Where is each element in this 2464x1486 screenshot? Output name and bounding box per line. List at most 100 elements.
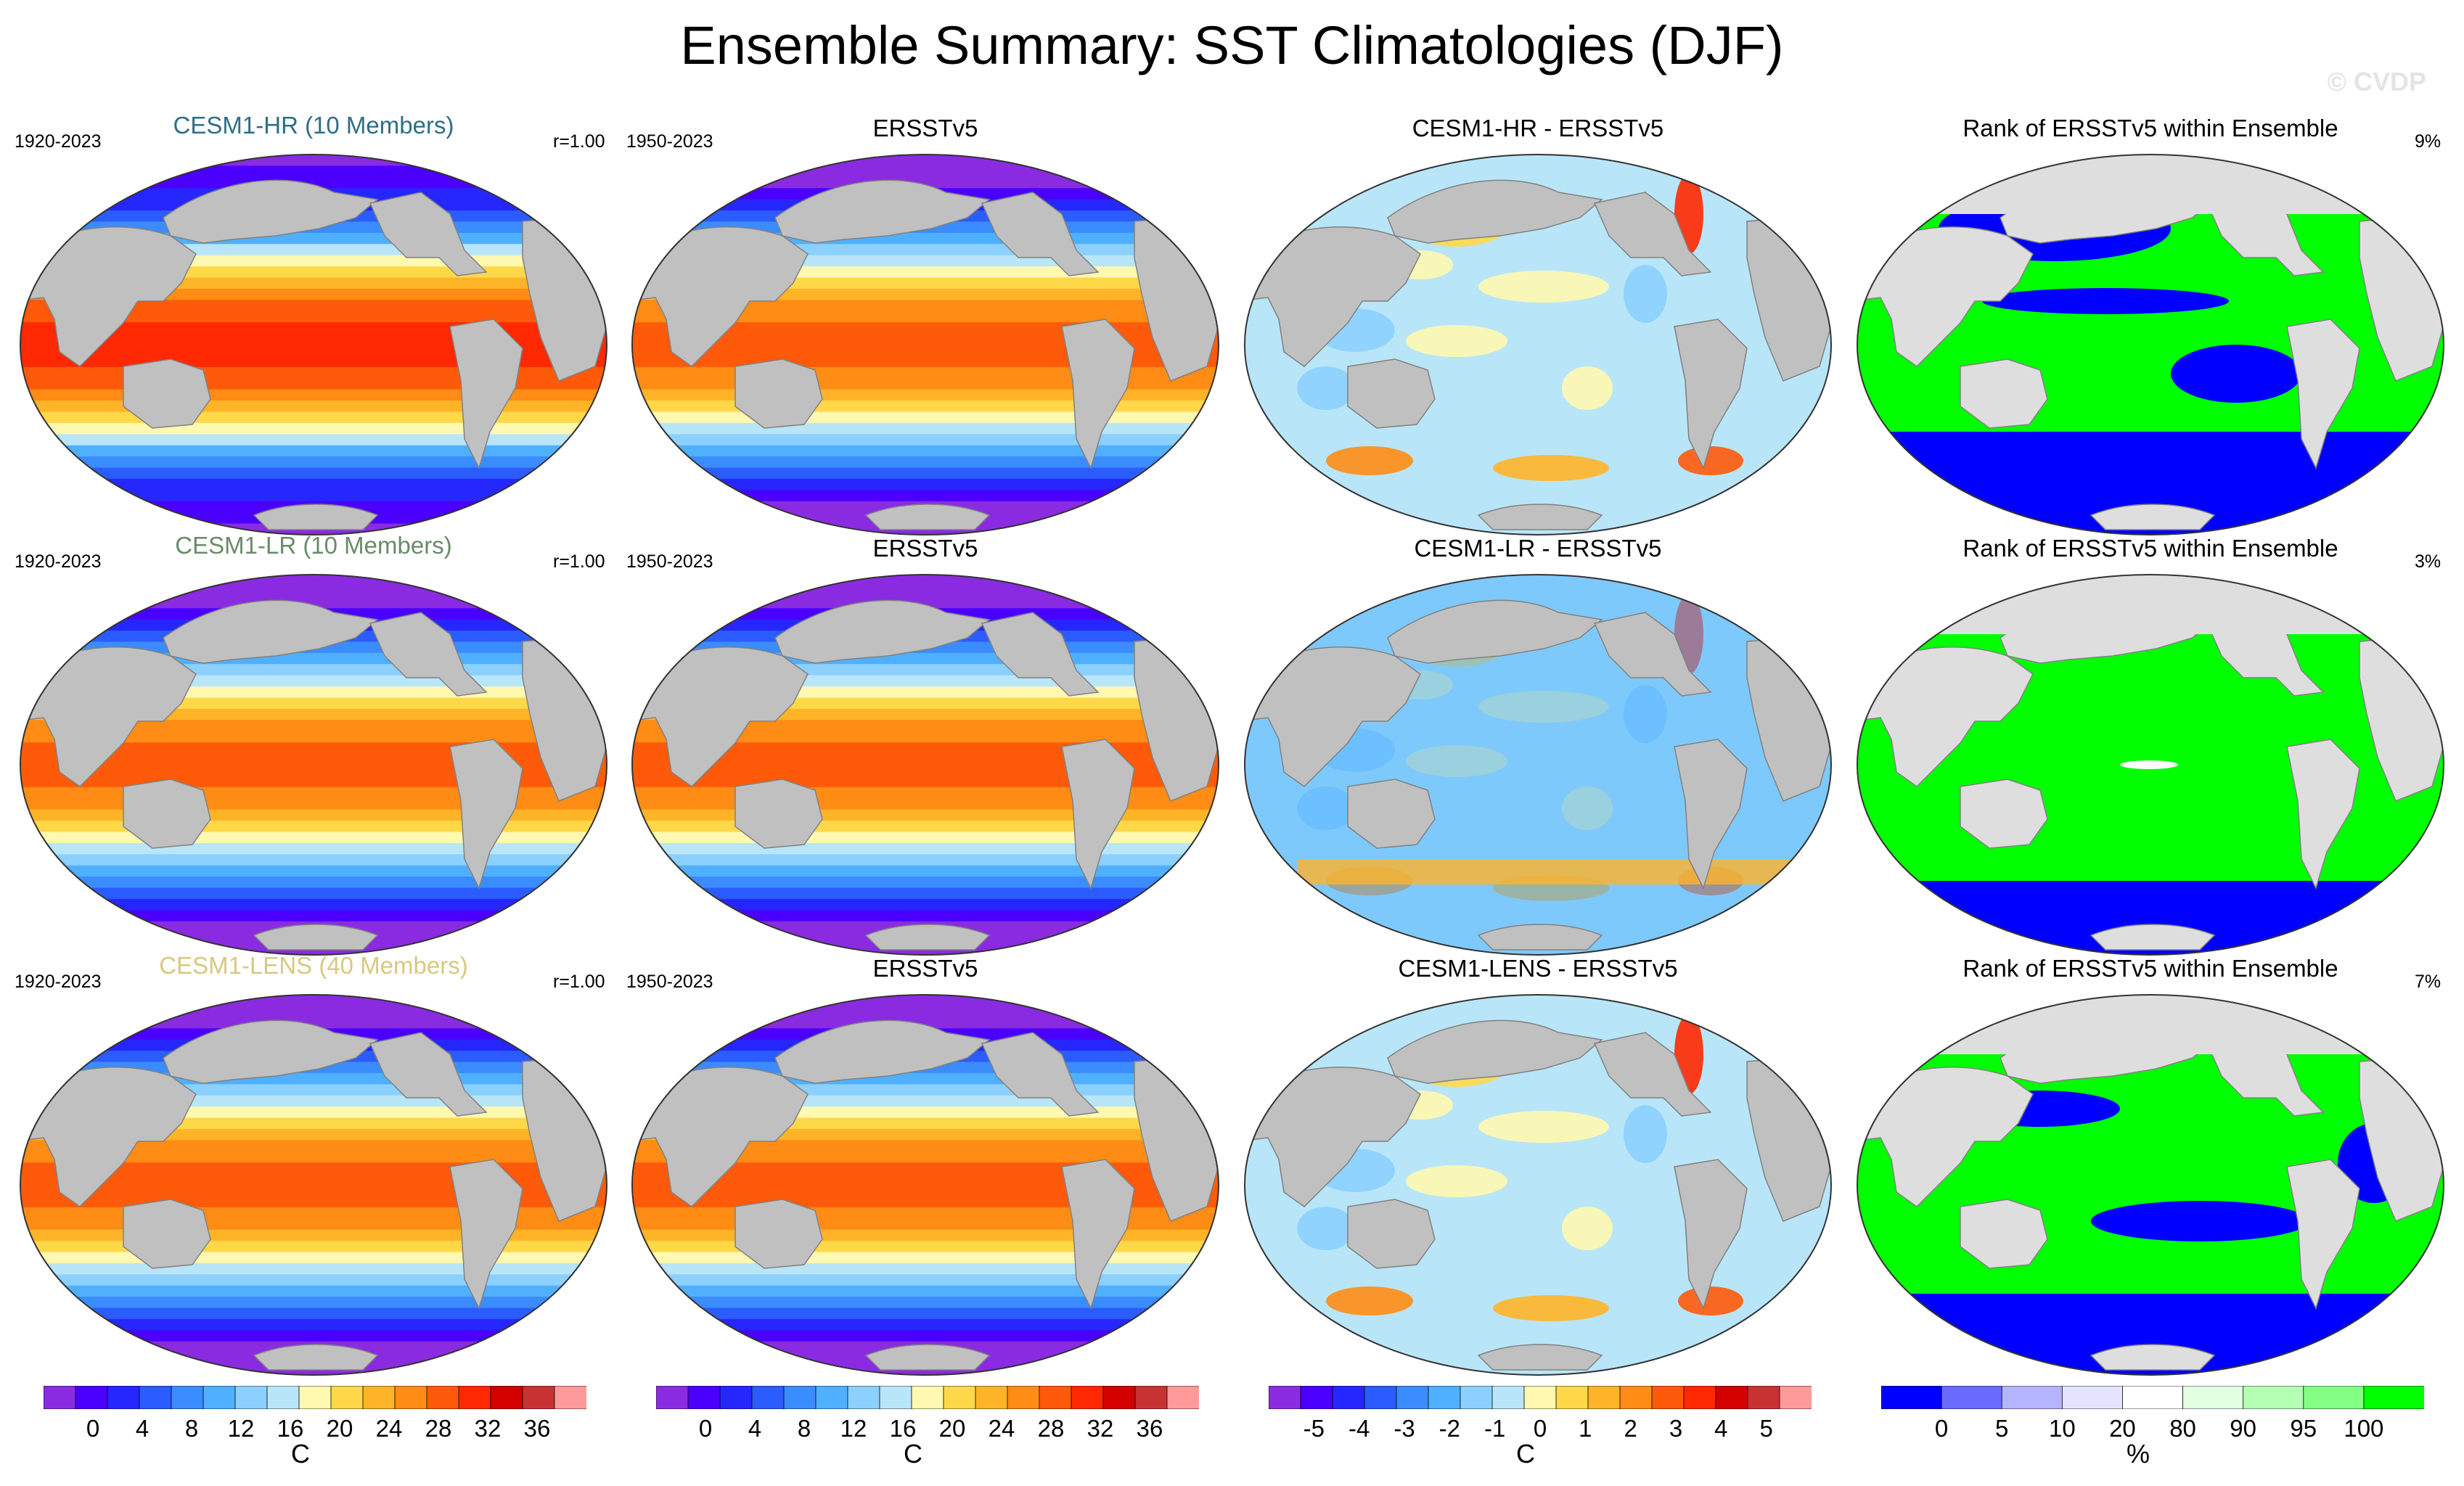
colorbar-tick-label: -5 (1303, 1415, 1325, 1442)
colorbar-tick-label: 95 (2290, 1415, 2317, 1442)
diff-colorbar (1269, 1386, 1812, 1409)
colorbar-tick-label: 12 (840, 1415, 867, 1442)
correlation-label: r=1.00 (553, 131, 605, 152)
obs-sst-map (631, 994, 1219, 1376)
rank-title: Rank of ERSSTv5 within Ensemble (1962, 955, 2338, 982)
colorbar-unit-label: % (2126, 1439, 2150, 1469)
colorbar-swatch (719, 1386, 753, 1409)
colorbar-swatch (2122, 1386, 2184, 1409)
colorbar-swatch (1747, 1386, 1780, 1409)
colorbar-swatch (1134, 1386, 1168, 1409)
ensemble-mean-sst-map (20, 154, 607, 535)
colorbar-swatch (2363, 1386, 2424, 1409)
colorbar-swatch (490, 1386, 523, 1409)
colorbar-unit-label: C (904, 1439, 922, 1469)
colorbar-swatch (1071, 1386, 1104, 1409)
colorbar-swatch (1039, 1386, 1072, 1409)
rank-map (1857, 154, 2444, 535)
colorbar-tick-label: 2 (1624, 1415, 1637, 1442)
model-years-label: 1920-2023 (15, 551, 102, 572)
rank-percent-label: 3% (2415, 551, 2442, 572)
cvdp-watermark: © CVDP (2327, 67, 2426, 97)
colorbar-tick-label: 28 (1037, 1415, 1065, 1442)
colorbar-tick-label: 36 (1136, 1415, 1163, 1442)
colorbar-tick-label: 0 (698, 1415, 713, 1442)
rank-colorbar (1881, 1386, 2424, 1409)
colorbar-tick-label: 28 (425, 1415, 452, 1442)
rank-title: Rank of ERSSTv5 within Ensemble (1962, 115, 2338, 141)
colorbar-tick-label: 100 (2344, 1415, 2384, 1442)
colorbar-swatch (139, 1386, 172, 1409)
colorbar-swatch (202, 1386, 236, 1409)
obs-years-label: 1950-2023 (626, 131, 713, 152)
ensemble-title: CESM1-HR (10 Members) (173, 112, 454, 139)
colorbar-swatch (2061, 1386, 2124, 1409)
ensemble-title: CESM1-LENS (40 Members) (159, 952, 468, 979)
colorbar-tick-label: 32 (1086, 1415, 1114, 1442)
rank-percent-label: 9% (2415, 131, 2442, 152)
rank-title: Rank of ERSSTv5 within Ensemble (1962, 535, 2338, 562)
colorbar-tick-label: 8 (797, 1415, 811, 1442)
colorbar-swatch (1523, 1386, 1557, 1409)
colorbar-swatch (656, 1386, 689, 1409)
colorbar-swatch (330, 1386, 364, 1409)
ensemble-mean-sst-map (20, 994, 607, 1376)
obs-title: ERSSTv5 (872, 535, 978, 562)
colorbar-swatch (1007, 1386, 1040, 1409)
colorbar-tick-label: 24 (988, 1415, 1015, 1442)
colorbar-swatch (1396, 1386, 1429, 1409)
colorbar-tick-label: 20 (938, 1415, 966, 1442)
colorbar-tick-label: 1 (1579, 1415, 1592, 1442)
colorbar-tick-label: -3 (1393, 1415, 1415, 1442)
rank-map (1857, 994, 2444, 1376)
colorbar-swatch (75, 1386, 108, 1409)
colorbar-tick-label: 20 (326, 1415, 353, 1442)
colorbar-swatch (1779, 1386, 1812, 1409)
colorbar-swatch (911, 1386, 944, 1409)
ensemble-title: CESM1-LR (10 Members) (175, 532, 452, 559)
colorbar-swatch (1332, 1386, 1365, 1409)
correlation-label: r=1.00 (553, 551, 605, 572)
colorbar-tick-label: 20 (2109, 1415, 2136, 1442)
colorbar-swatch (975, 1386, 1008, 1409)
colorbar-swatch (266, 1386, 300, 1409)
colorbar-tick-label: 16 (277, 1415, 304, 1442)
colorbar-swatch (1428, 1386, 1461, 1409)
colorbar-tick-label: 10 (2048, 1415, 2076, 1442)
difference-map (1244, 154, 1832, 535)
colorbar-swatch (1300, 1386, 1333, 1409)
colorbar-tick-label: 90 (2230, 1415, 2257, 1442)
colorbar-swatch (751, 1386, 785, 1409)
colorbar-swatch (2243, 1386, 2304, 1409)
colorbar-tick-label: 4 (748, 1415, 762, 1442)
colorbar-swatch (1619, 1386, 1653, 1409)
colorbar-tick-label: 80 (2169, 1415, 2196, 1442)
obs-colorbar (656, 1386, 1199, 1409)
colorbar-tick-label: 16 (889, 1415, 917, 1442)
rank-percent-label: 7% (2415, 972, 2442, 992)
colorbar-swatch (458, 1386, 491, 1409)
obs-title: ERSSTv5 (872, 955, 978, 982)
colorbar-swatch (1683, 1386, 1716, 1409)
colorbar-swatch (298, 1386, 332, 1409)
colorbar-tick-label: 0 (86, 1415, 100, 1442)
colorbar-swatch (1364, 1386, 1397, 1409)
colorbar-swatch (1715, 1386, 1748, 1409)
colorbar-swatch (1881, 1386, 1943, 1409)
colorbar-swatch (943, 1386, 976, 1409)
colorbar-swatch (2182, 1386, 2244, 1409)
colorbar-swatch (879, 1386, 912, 1409)
difference-title: CESM1-LR - ERSSTv5 (1414, 535, 1662, 562)
colorbar-swatch (234, 1386, 268, 1409)
colorbar-tick-label: 24 (375, 1415, 403, 1442)
colorbar-swatch (554, 1386, 586, 1409)
model-years-label: 1920-2023 (15, 972, 102, 992)
colorbar-swatch (2303, 1386, 2365, 1409)
sst-colorbar (44, 1386, 586, 1409)
colorbar-swatch (1651, 1386, 1685, 1409)
colorbar-tick-label: 5 (1995, 1415, 2009, 1442)
colorbar-tick-label: -2 (1438, 1415, 1460, 1442)
model-years-label: 1920-2023 (15, 131, 102, 152)
colorbar-tick-label: 4 (135, 1415, 150, 1442)
correlation-label: r=1.00 (553, 972, 605, 992)
